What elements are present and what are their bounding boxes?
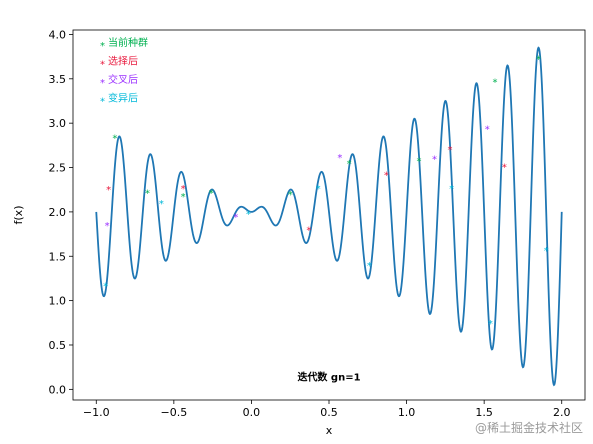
marker-point: * xyxy=(306,226,311,237)
marker-point: * xyxy=(416,156,421,167)
legend: * 当前种群* 选择后* 交叉后* 变异后 xyxy=(100,36,148,108)
marker-point: * xyxy=(448,145,453,156)
x-tick-label: 0.5 xyxy=(320,406,338,419)
y-tick-label: 1.0 xyxy=(49,295,67,308)
marker-point: * xyxy=(485,124,490,135)
y-tick-label: 2.5 xyxy=(49,162,67,175)
legend-marker: * xyxy=(100,41,105,52)
marker-point: * xyxy=(384,171,389,182)
marker-point: * xyxy=(544,246,549,257)
legend-entry: 交叉后 xyxy=(108,73,138,86)
marker-point: * xyxy=(449,184,454,195)
marker-point: * xyxy=(488,319,493,330)
y-tick-label: 4.0 xyxy=(49,28,67,41)
x-tick-label: 2.0 xyxy=(553,406,571,419)
marker-point: * xyxy=(288,190,293,201)
annotation-text: 迭代数 gn=1 xyxy=(297,370,360,383)
x-tick-label: 1.5 xyxy=(475,406,493,419)
plot-area: * * * * * * * * * * * * * * * * * * * * * * * * * * * * xyxy=(72,29,586,401)
y-tick-label: 0.5 xyxy=(49,339,67,352)
series-line xyxy=(95,46,563,387)
marker-point: * xyxy=(246,210,251,221)
marker-point: * xyxy=(112,133,117,144)
marker-point: * xyxy=(105,221,110,232)
x-tick-label: −1.0 xyxy=(83,406,110,419)
marker-point: * xyxy=(493,77,498,88)
y-tick-label: 1.5 xyxy=(49,250,67,263)
x-axis-label: x xyxy=(326,424,333,437)
y-axis-label: f(x) xyxy=(12,206,25,225)
marker-point: * xyxy=(347,159,352,170)
legend-marker: * xyxy=(100,60,105,71)
marker-point: * xyxy=(145,188,150,199)
x-tick-label: 0.0 xyxy=(243,406,261,419)
marker-point: * xyxy=(106,185,111,196)
marker-point: * xyxy=(233,212,238,223)
y-tick-label: 3.0 xyxy=(49,117,67,130)
legend-entry: 当前种群 xyxy=(108,36,148,49)
legend-entry: 选择后 xyxy=(108,55,138,68)
legend-marker: * xyxy=(100,97,105,108)
y-tick-label: 3.5 xyxy=(49,73,67,86)
marker-point: * xyxy=(159,199,164,210)
marker-point: * xyxy=(432,155,437,166)
marker-point: * xyxy=(316,184,321,195)
legend-entry: 变异后 xyxy=(108,92,138,105)
x-axis: −1.0 −0.5 0.0 0.5 1.0 1.5 2.0 xyxy=(83,400,571,419)
marker-point: * xyxy=(337,153,342,164)
y-axis: 0.0 0.5 1.0 1.5 2.0 2.5 3.0 3.5 4.0 xyxy=(49,28,73,396)
marker-point: * xyxy=(536,54,541,65)
marker-point: * xyxy=(367,261,372,272)
marker-point: * xyxy=(181,192,186,203)
legend-marker: * xyxy=(100,78,105,89)
marker-point: * xyxy=(209,188,214,199)
annotations: 迭代数 gn=1 xyxy=(297,370,360,383)
marker-point: * xyxy=(181,184,186,195)
x-tick-label: 1.0 xyxy=(398,406,416,419)
marker-point: * xyxy=(502,163,507,174)
y-tick-label: 0.0 xyxy=(49,383,67,396)
y-tick-label: 2.0 xyxy=(49,206,67,219)
watermark: @稀土掘金技术社区 xyxy=(474,421,583,435)
marker-point: * xyxy=(103,282,108,293)
x-tick-label: −0.5 xyxy=(160,406,187,419)
